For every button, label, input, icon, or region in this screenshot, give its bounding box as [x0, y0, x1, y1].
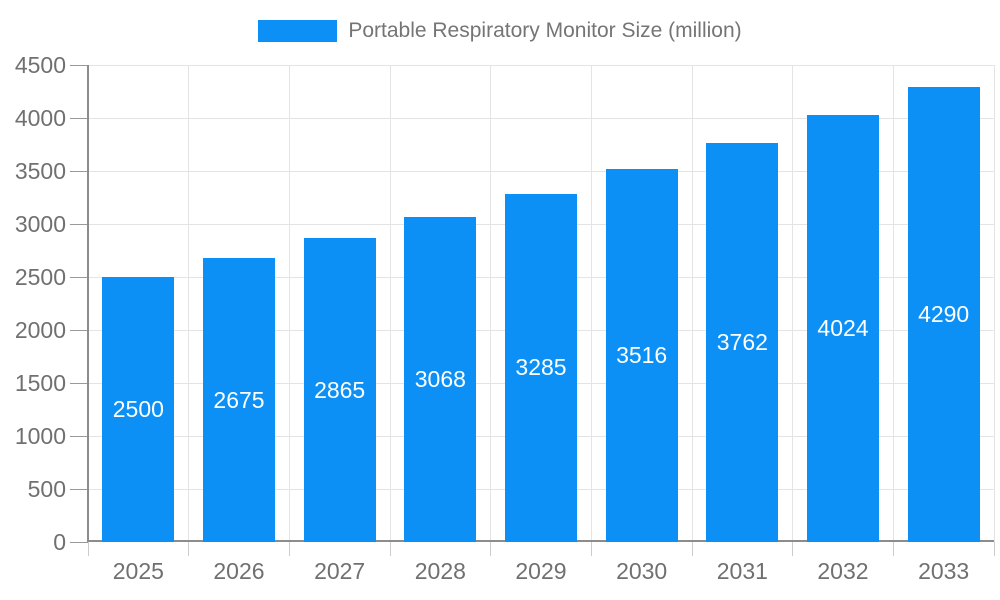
bar-value-label: 3762 — [716, 329, 768, 356]
bar-2026: 2675 — [203, 258, 275, 542]
legend: Portable Respiratory Monitor Size (milli… — [0, 19, 1000, 43]
x-axis-tick-label: 2028 — [414, 558, 466, 584]
v-gridline — [892, 65, 894, 542]
y-tick — [70, 542, 88, 543]
h-gridline — [88, 171, 994, 172]
y-axis-tick-label: 1000 — [14, 423, 66, 449]
y-axis-tick-label: 500 — [27, 476, 66, 502]
v-gridline — [590, 65, 592, 542]
y-tick — [70, 277, 88, 278]
y-tick — [70, 118, 88, 119]
y-axis-tick-label: 2000 — [14, 317, 66, 343]
x-axis-tick-label: 2027 — [314, 558, 366, 584]
y-tick — [70, 489, 88, 490]
bar-2025: 2500 — [102, 277, 175, 542]
x-tick — [288, 542, 290, 556]
x-tick — [389, 542, 391, 556]
y-tick — [70, 330, 88, 331]
y-tick — [70, 171, 88, 172]
y-tick — [70, 436, 88, 437]
bar-value-label: 2865 — [314, 376, 366, 403]
legend-label: Portable Respiratory Monitor Size (milli… — [348, 19, 742, 42]
v-gridline — [188, 65, 190, 542]
y-tick — [70, 383, 88, 384]
x-tick — [993, 542, 995, 556]
legend-swatch — [258, 20, 338, 42]
y-axis-line — [87, 65, 89, 542]
x-tick — [892, 542, 894, 556]
h-gridline — [88, 118, 994, 119]
bar-chart-plot-area: 0 500 1000 1500 2000 2500 3000 3500 4000 4500 2500… — [15, 53, 995, 583]
x-axis-tick-label: 2031 — [716, 558, 768, 584]
x-tick — [792, 542, 794, 556]
y-axis-tick-label: 4000 — [14, 105, 66, 131]
x-axis-tick-label: 2032 — [817, 558, 869, 584]
x-tick — [590, 542, 592, 556]
x-tick — [87, 542, 89, 556]
x-tick — [691, 542, 693, 556]
bar-2029: 3285 — [505, 193, 577, 542]
bar-value-label: 2500 — [112, 396, 164, 422]
bar-value-label: 3068 — [414, 365, 466, 392]
bar-2027: 2865 — [303, 238, 376, 542]
y-tick — [70, 65, 88, 66]
x-axis-tick-label: 2030 — [616, 558, 668, 584]
h-gridline — [88, 65, 994, 66]
bar-value-label: 2675 — [213, 386, 265, 413]
v-gridline — [792, 65, 794, 542]
v-gridline — [389, 65, 391, 542]
v-gridline — [691, 65, 693, 542]
bar-value-label: 4290 — [918, 301, 970, 328]
v-gridline — [993, 65, 995, 542]
y-axis-tick-label: 4500 — [14, 52, 66, 78]
bar-2032: 4024 — [807, 115, 879, 542]
bar-value-label: 3285 — [515, 354, 567, 381]
bar-value-label: 4024 — [817, 315, 869, 342]
x-axis-tick-label: 2026 — [213, 558, 265, 584]
bar-2031: 3762 — [706, 143, 779, 542]
y-axis-tick-label: 3000 — [14, 211, 66, 237]
x-axis-tick-label: 2029 — [515, 558, 567, 584]
x-tick — [490, 542, 492, 556]
y-axis-tick-label: 1500 — [14, 370, 66, 396]
bar-2033: 4290 — [907, 87, 980, 542]
x-axis-tick-label: 2025 — [112, 558, 164, 584]
y-tick — [70, 224, 88, 225]
x-tick — [188, 542, 190, 556]
y-axis-tick-label: 0 — [53, 529, 66, 555]
bar-2028: 3068 — [404, 216, 477, 542]
bar-2030: 3516 — [605, 169, 678, 542]
bar-value-label: 3516 — [616, 342, 668, 369]
x-axis-tick-label: 2033 — [918, 558, 970, 584]
y-axis-tick-label: 2500 — [14, 264, 66, 290]
y-axis-tick-label: 3500 — [14, 158, 66, 184]
v-gridline — [490, 65, 492, 542]
v-gridline — [288, 65, 290, 542]
